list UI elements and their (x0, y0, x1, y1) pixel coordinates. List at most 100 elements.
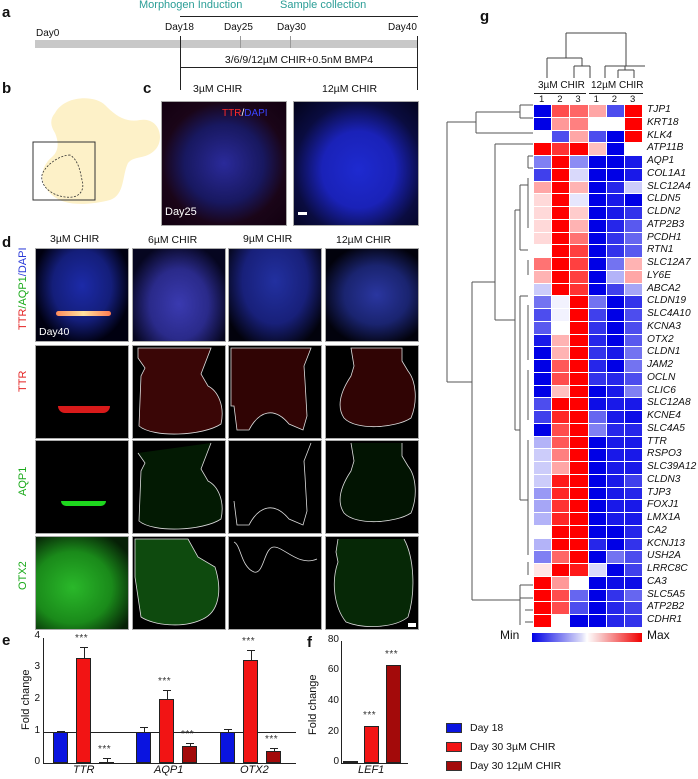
heatmap-cell (551, 461, 571, 475)
heatmap-cell (624, 550, 644, 564)
heatmap-cell (605, 206, 625, 220)
heatmap-cell (533, 473, 553, 488)
day-label-0: Day0 (36, 28, 60, 39)
heatmap-cell (587, 550, 607, 564)
scale-bar (298, 212, 307, 215)
heatmap-cell (533, 461, 553, 475)
heatmap-cell (605, 116, 625, 131)
heatmap-cell (605, 333, 625, 348)
heatmap-cell (587, 486, 607, 501)
heatmap-cell (569, 167, 589, 182)
heatmap-cell (624, 410, 644, 424)
micrograph-d-merge-12um (325, 248, 419, 342)
day-label-d: Day40 (39, 326, 70, 338)
panel-label-g: g (480, 8, 490, 25)
gene-label: CA2 (647, 524, 667, 536)
heatmap-cell (587, 461, 607, 475)
heatmap-cell (605, 308, 625, 322)
heatmap-cell (624, 384, 644, 399)
heatmap-cell (624, 473, 644, 488)
heatmap-cell (587, 601, 607, 615)
heatmap-cell (587, 575, 607, 590)
gene-label: SLC12A7 (647, 257, 691, 268)
bar (76, 658, 91, 763)
micrograph-d-ttr-6um (132, 345, 226, 439)
e-ytick-4: 4 (34, 630, 40, 641)
heatmap-cell (551, 601, 571, 615)
row-merge-ttr: TTR (17, 308, 29, 330)
bar (53, 731, 68, 763)
legend-label: Day 30 3µM CHIR (470, 740, 556, 753)
gene-label: CLDN19 (647, 295, 687, 307)
heatmap-cell (605, 244, 625, 258)
heatmap-cell (551, 422, 571, 437)
heatmap-cell (605, 371, 625, 386)
heatmap-cell (587, 499, 607, 513)
micrograph-d-aqp1-6um (132, 440, 226, 534)
gene-label: KCNE4 (647, 410, 681, 421)
f-ytick-0: 0 (333, 756, 339, 767)
f-ytick-60: 60 (327, 664, 339, 675)
gene-label: LMX1A (647, 512, 681, 523)
panel-label-c: c (143, 80, 152, 97)
heatmap-cell (569, 308, 589, 322)
heatmap-cell (605, 486, 625, 501)
heatmap-cell (569, 269, 589, 284)
micrograph-c-12um (293, 101, 419, 226)
heatmap-cell (605, 575, 625, 590)
heatmap-cell (551, 116, 571, 131)
heatmap-cell (624, 116, 644, 131)
treatment-line (180, 67, 418, 68)
heatmap-cell (551, 550, 571, 564)
heatmap-cell (605, 257, 625, 271)
heatmap-cell (587, 218, 607, 233)
heatmap-cell (605, 512, 625, 526)
gene-label: KLK4 (647, 129, 672, 141)
heatmap-cell (624, 499, 644, 513)
error-cap (56, 730, 65, 732)
heatmap-cell (624, 614, 644, 628)
heatmap-cell (605, 461, 625, 475)
significance-stars: *** (385, 648, 399, 660)
legend-label: Day 30 12µM CHIR (470, 759, 562, 772)
gene-label: KRT18 (647, 116, 679, 128)
heatmap-cell (569, 104, 589, 118)
heatmap-cell (569, 206, 589, 220)
bar (386, 664, 401, 763)
heatmap-cell (533, 410, 553, 424)
d-row-label-ttr: TTR (17, 370, 29, 392)
bar (159, 698, 174, 763)
legend-label: Day 18 (470, 721, 504, 734)
heatmap-cell (551, 269, 571, 284)
bar (182, 745, 197, 763)
heatmap-cell (533, 575, 553, 590)
heatmap-cell (533, 384, 553, 399)
outline (333, 538, 414, 627)
heatmap-cell (551, 537, 571, 552)
error-cap (269, 748, 278, 749)
gene-label: SLC12A8 (647, 397, 691, 409)
day-label-18: Day18 (165, 22, 194, 33)
heatmap-cell (569, 575, 589, 590)
heatmap-cell (605, 167, 625, 182)
heatmap-cell (605, 537, 625, 552)
heatmap-cell (605, 218, 625, 233)
heatmap-cell (569, 614, 589, 628)
heatmap-cell (533, 524, 553, 539)
heatmap-cell (569, 129, 589, 144)
heatmap-cell (533, 167, 553, 182)
heatmap-cell (569, 410, 589, 424)
significance-stars: *** (181, 728, 195, 740)
day-label-40: Day40 (388, 22, 417, 33)
heatmap-cell (533, 295, 553, 309)
heatmap-cell (551, 486, 571, 501)
heatmap-cell (624, 320, 644, 335)
heatmap-cell (569, 448, 589, 462)
gene-label: TTR (647, 435, 667, 447)
heatmap-cell (551, 473, 571, 488)
heatmap-cell (533, 537, 553, 552)
panel-label-f: f (307, 634, 312, 651)
heatmap-cell (551, 384, 571, 399)
error-cap (79, 647, 88, 649)
